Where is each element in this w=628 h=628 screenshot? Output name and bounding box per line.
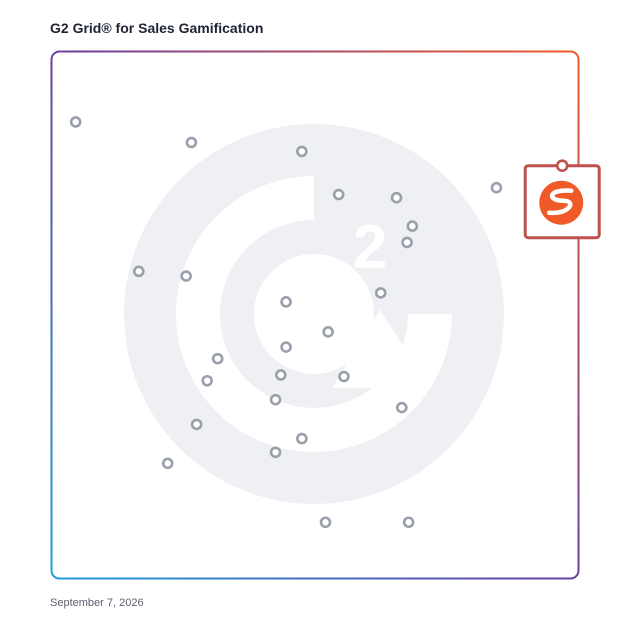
product-point-1[interactable] <box>69 116 82 128</box>
product-point-18[interactable] <box>201 374 213 387</box>
product-point-22[interactable] <box>296 432 308 445</box>
product-point-4[interactable] <box>332 188 345 201</box>
product-point-12[interactable] <box>280 296 292 308</box>
spinify-logo-icon <box>539 180 584 225</box>
chart-title: G2 Grid® for Sales Gamification <box>50 20 264 36</box>
svg-text:2: 2 <box>353 213 387 282</box>
product-point-10[interactable] <box>180 270 192 282</box>
product-point-25[interactable] <box>319 516 332 529</box>
product-point-8[interactable] <box>401 236 413 249</box>
product-point-20[interactable] <box>395 401 408 414</box>
product-point-13[interactable] <box>322 326 334 338</box>
grid-frame <box>50 50 580 580</box>
product-point-9[interactable] <box>132 265 145 278</box>
product-point-15[interactable] <box>211 352 224 365</box>
product-point-16[interactable] <box>275 369 287 381</box>
product-point-23[interactable] <box>269 446 282 459</box>
product-point-5[interactable] <box>390 191 403 204</box>
highlight-point[interactable] <box>555 159 569 173</box>
product-point-6[interactable] <box>490 181 503 194</box>
product-point-17[interactable] <box>338 370 350 383</box>
product-point-21[interactable] <box>190 418 203 431</box>
g2-watermark-icon: 2 <box>124 124 504 504</box>
product-point-19[interactable] <box>269 393 282 406</box>
product-point-3[interactable] <box>296 145 308 158</box>
product-point-11[interactable] <box>374 287 387 299</box>
product-point-24[interactable] <box>161 457 174 470</box>
product-point-7[interactable] <box>406 220 419 232</box>
product-point-14[interactable] <box>280 341 292 353</box>
highlighted-product[interactable] <box>523 159 601 240</box>
report-date: September 7, 2026 <box>50 597 144 609</box>
product-point-2[interactable] <box>185 136 198 149</box>
product-point-26[interactable] <box>402 516 415 529</box>
